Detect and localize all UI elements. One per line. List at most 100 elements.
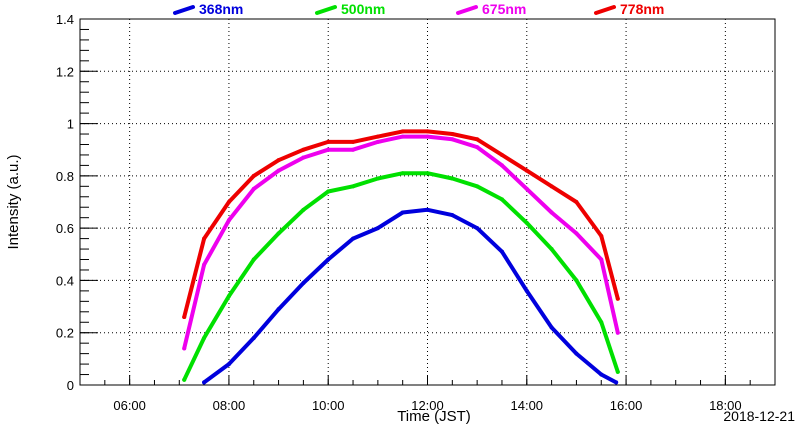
legend-swatch (315, 5, 337, 15)
x-tick-label: 18:00 (709, 398, 742, 413)
data-point (226, 200, 231, 204)
data-point (599, 372, 604, 377)
legend-swatch (594, 5, 616, 15)
y-tick-label: 1 (67, 117, 74, 132)
data-point (524, 186, 529, 191)
data-point (351, 236, 356, 241)
series-778nm (182, 129, 620, 320)
legend-label: 368nm (199, 1, 243, 17)
y-tick-label: 0 (67, 378, 74, 393)
data-point (475, 184, 480, 189)
data-point (425, 134, 430, 139)
data-point (351, 139, 356, 144)
data-point (615, 369, 620, 374)
series-368nm (202, 207, 619, 385)
x-axis-title: Time (JST) (397, 408, 471, 425)
data-point (425, 171, 430, 176)
series-500nm (182, 171, 620, 382)
series-675nm (182, 134, 620, 351)
legend-item: 500nm (315, 1, 385, 17)
data-point (226, 362, 231, 367)
data-point (574, 278, 579, 283)
data-point (425, 129, 430, 134)
data-point (400, 129, 405, 134)
data-point (549, 325, 554, 330)
data-point (524, 168, 529, 173)
data-point (599, 320, 604, 325)
data-point (276, 168, 281, 173)
data-point (574, 200, 579, 204)
data-point (351, 147, 356, 152)
data-point (251, 173, 256, 178)
data-point (301, 147, 306, 152)
data-point (301, 281, 306, 286)
series-line (202, 207, 619, 385)
data-point (549, 184, 554, 189)
legend-label: 675nm (482, 1, 526, 17)
data-point (524, 220, 529, 225)
axis-ticks (79, 18, 776, 386)
data-point (599, 233, 604, 238)
data-point (251, 186, 256, 191)
data-point (475, 145, 480, 150)
data-point (615, 330, 620, 335)
data-point (301, 207, 306, 212)
data-point (499, 163, 504, 168)
data-point (615, 296, 620, 301)
data-point (375, 176, 380, 181)
data-point (276, 307, 281, 312)
data-point (326, 147, 331, 152)
legend-swatch (456, 5, 478, 15)
x-tick-label: 14:00 (511, 398, 544, 413)
data-point (375, 134, 380, 139)
y-tick-label: 0.2 (56, 326, 74, 341)
data-point (202, 236, 207, 241)
y-tick-label: 1.2 (56, 64, 74, 79)
data-point (202, 262, 207, 267)
x-tick-label: 10:00 (312, 398, 345, 413)
data-point (450, 132, 455, 137)
x-tick-label: 12:00 (411, 398, 444, 413)
data-point (400, 210, 405, 215)
date-label: 2018-12-21 (723, 408, 795, 424)
data-point (499, 249, 504, 254)
x-tick-labels: 06:00 08:00 10:00 12:00 14:00 16:00 18:00 (113, 398, 741, 413)
data-point (351, 184, 356, 189)
legend-item: 778nm (594, 1, 664, 17)
data-point (450, 213, 455, 218)
y-tick-labels: 0 0.2 0.4 0.6 0.8 1 1.2 1.4 (56, 12, 74, 393)
data-point (599, 257, 604, 262)
data-point (524, 288, 529, 293)
data-point (202, 335, 207, 340)
data-point (614, 380, 619, 385)
y-axis-title: Intensity (a.u.) (5, 154, 22, 249)
y-tick-label: 0.6 (56, 221, 74, 236)
data-point (450, 176, 455, 181)
data-point (450, 137, 455, 142)
data-point (375, 226, 380, 231)
data-point (499, 197, 504, 202)
legend-swatch (173, 5, 195, 15)
y-tick-label: 1.4 (56, 12, 74, 27)
x-tick-label: 08:00 (213, 398, 246, 413)
data-point (326, 189, 331, 194)
data-point (400, 134, 405, 139)
data-point (574, 351, 579, 356)
data-point (425, 207, 430, 212)
data-point (182, 377, 187, 382)
x-tick-label: 16:00 (610, 398, 643, 413)
data-point (182, 346, 187, 351)
data-point (276, 158, 281, 163)
data-point (182, 315, 187, 320)
series-group (182, 129, 620, 385)
data-point (251, 257, 256, 262)
y-tick-label: 0.8 (56, 169, 74, 184)
plot-area (79, 18, 776, 386)
data-point (326, 257, 331, 262)
data-point (499, 152, 504, 157)
data-point (276, 231, 281, 236)
data-point (400, 171, 405, 176)
data-point (251, 335, 256, 340)
data-point (226, 218, 231, 223)
legend-label: 778nm (620, 1, 664, 17)
